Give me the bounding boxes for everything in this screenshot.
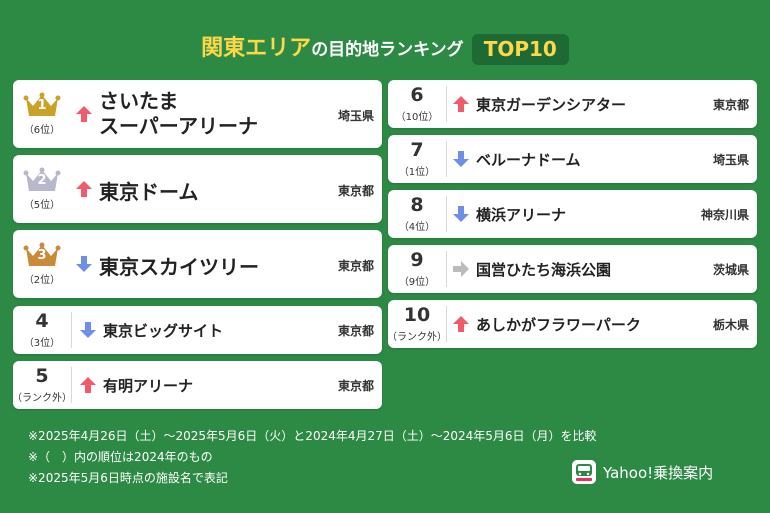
rank-column: 4 （3位） — [13, 306, 71, 354]
gold-crown-icon: 1 — [22, 92, 62, 118]
previous-rank: （ランク外） — [387, 328, 447, 343]
prefecture: 栃木県 — [713, 316, 749, 333]
rank-number: 5 — [35, 366, 48, 386]
divider — [71, 312, 72, 348]
previous-rank: （5位） — [24, 196, 60, 211]
rank-number: 9 — [410, 250, 423, 270]
prefecture: 東京都 — [338, 257, 374, 274]
rank-number: 10 — [404, 305, 430, 325]
silver-crown-icon: 2 — [22, 167, 62, 193]
rank-column: 8 （4位） — [388, 190, 446, 238]
rank-number: 4 — [35, 311, 48, 331]
ranking-card-4: 4 （3位） 東京ビッグサイト 東京都 — [13, 306, 382, 354]
divider — [446, 86, 447, 122]
rank-column: 10 （ランク外） — [388, 300, 446, 348]
venue-name-line1: さいたま — [99, 89, 258, 114]
title-rest: の目的地ランキング — [311, 40, 464, 60]
venue-name: 東京ビッグサイト — [103, 320, 223, 341]
bronze-crown-icon: 3 — [22, 242, 62, 268]
prefecture: 東京都 — [338, 182, 374, 199]
venue-name: 東京ガーデンシアター — [476, 94, 626, 115]
venue-name: 東京スカイツリー — [99, 251, 259, 280]
arrow-down-icon — [75, 255, 93, 273]
footnote-2: ※（ ）内の順位は2024年のもの — [28, 447, 597, 468]
venue-name: ベルーナドーム — [476, 149, 581, 170]
rank-number: 3 — [22, 248, 62, 263]
prefecture: 東京都 — [713, 96, 749, 113]
prefecture: 東京都 — [338, 377, 374, 394]
arrow-down-icon — [79, 321, 97, 339]
rank-number: 6 — [410, 85, 423, 105]
rank-column: 3 （2位） — [13, 230, 71, 298]
venue-name: 国営ひたち海浜公園 — [476, 259, 611, 280]
rank-column: 1 （6位） — [13, 80, 71, 148]
rank-number: 2 — [22, 173, 62, 188]
venue-name: 横浜アリーナ — [476, 204, 566, 225]
ranking-card-10: 10 （ランク外） あしかがフラワーパーク 栃木県 — [388, 300, 757, 348]
previous-rank: （10位） — [396, 108, 439, 123]
yahoo-transit-logo-icon — [572, 460, 596, 484]
divider — [446, 251, 447, 287]
previous-rank: （2位） — [24, 271, 60, 286]
divider — [446, 141, 447, 177]
arrow-up-icon — [452, 315, 470, 333]
brand-name: Yahoo!乗換案内 — [603, 462, 713, 483]
top10-badge: TOP10 — [472, 34, 569, 65]
divider — [446, 306, 447, 342]
arrow-down-icon — [452, 205, 470, 223]
ranking-card-1: 1 （6位） さいたま スーパーアリーナ 埼玉県 — [13, 80, 382, 148]
page-title: 関東エリアの目的地ランキング TOP10 — [0, 30, 770, 65]
rank-column: 6 （10位） — [388, 80, 446, 128]
venue-name: さいたま スーパーアリーナ — [99, 89, 258, 139]
brand: Yahoo!乗換案内 — [572, 460, 713, 484]
previous-rank: （9位） — [399, 273, 435, 288]
previous-rank: （4位） — [399, 218, 435, 233]
arrow-up-icon — [75, 180, 93, 198]
venue-name: 有明アリーナ — [103, 375, 193, 396]
ranking-card-2: 2 （5位） 東京ドーム 東京都 — [13, 155, 382, 223]
ranking-card-3: 3 （2位） 東京スカイツリー 東京都 — [13, 230, 382, 298]
rank-number: 7 — [410, 140, 423, 160]
prefecture: 茨城県 — [713, 261, 749, 278]
ranking-card-9: 9 （9位） 国営ひたち海浜公園 茨城県 — [388, 245, 757, 293]
ranking-card-8: 8 （4位） 横浜アリーナ 神奈川県 — [388, 190, 757, 238]
rank-column: 9 （9位） — [388, 245, 446, 293]
prefecture: 神奈川県 — [701, 206, 749, 223]
prefecture: 埼玉県 — [338, 107, 374, 124]
rank-number: 8 — [410, 195, 423, 215]
ranking-card-5: 5 （ランク外） 有明アリーナ 東京都 — [13, 361, 382, 409]
title-highlight: 関東エリア — [201, 36, 311, 61]
arrow-up-icon — [75, 105, 93, 123]
ranking-card-6: 6 （10位） 東京ガーデンシアター 東京都 — [388, 80, 757, 128]
footnotes: ※2025年4月26日（土）〜2025年5月6日（火）と2024年4月27日（土… — [28, 426, 597, 489]
prefecture: 埼玉県 — [713, 151, 749, 168]
divider — [446, 196, 447, 232]
previous-rank: （ランク外） — [12, 389, 72, 404]
previous-rank: （1位） — [399, 163, 435, 178]
venue-name: 東京ドーム — [99, 176, 198, 205]
arrow-up-icon — [79, 376, 97, 394]
venue-name: あしかがフラワーパーク — [476, 314, 641, 335]
venue-name-line2: スーパーアリーナ — [99, 114, 258, 139]
arrow-down-icon — [452, 150, 470, 168]
previous-rank: （3位） — [24, 334, 60, 349]
rank-column: 7 （1位） — [388, 135, 446, 183]
ranking-card-7: 7 （1位） ベルーナドーム 埼玉県 — [388, 135, 757, 183]
footnote-1: ※2025年4月26日（土）〜2025年5月6日（火）と2024年4月27日（土… — [28, 426, 597, 447]
rank-column: 2 （5位） — [13, 155, 71, 223]
prefecture: 東京都 — [338, 322, 374, 339]
previous-rank: （6位） — [24, 121, 60, 136]
rank-number: 1 — [22, 98, 62, 113]
arrow-up-icon — [452, 95, 470, 113]
rank-column: 5 （ランク外） — [13, 361, 71, 409]
footnote-3: ※2025年5月6日時点の施設名で表記 — [28, 468, 597, 489]
arrow-right-icon — [452, 260, 470, 278]
divider — [71, 367, 72, 403]
